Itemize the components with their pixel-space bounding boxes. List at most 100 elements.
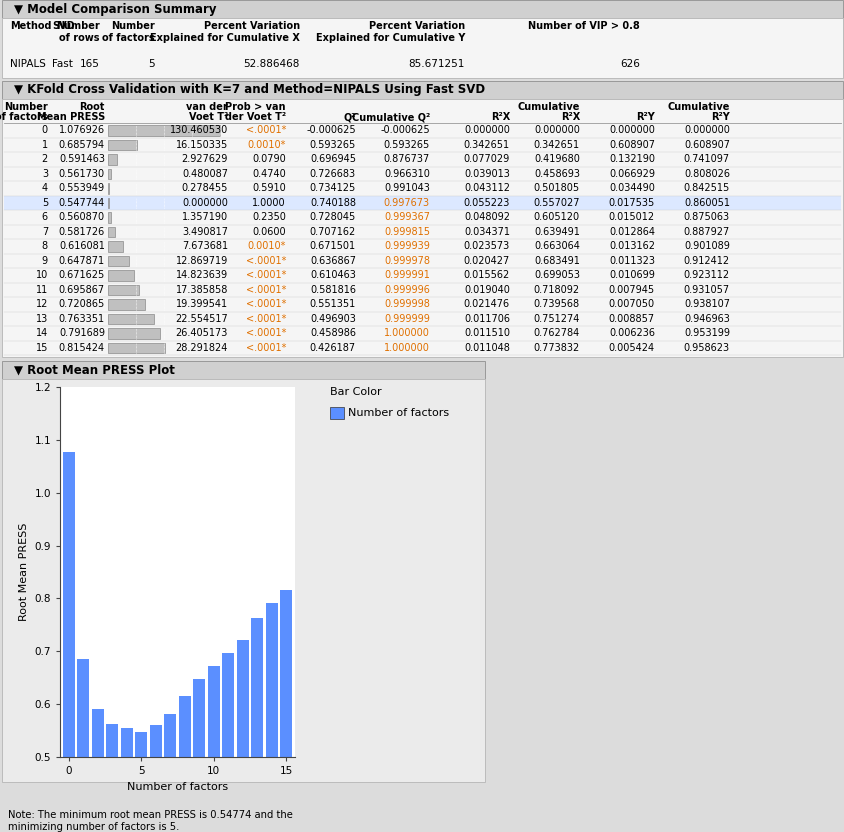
Text: Fast: Fast [52, 59, 73, 69]
Text: 0.887927: 0.887927 [683, 227, 729, 237]
Text: Percent Variation
Explained for Cumulative Y: Percent Variation Explained for Cumulati… [316, 21, 464, 43]
Text: 1: 1 [42, 140, 48, 150]
Text: der Voet T²: der Voet T² [225, 112, 285, 122]
Text: 0.740188: 0.740188 [310, 198, 355, 208]
Text: 0.426187: 0.426187 [310, 343, 355, 353]
Text: 0.999996: 0.999996 [384, 285, 430, 295]
Text: ▼ Model Comparison Summary: ▼ Model Comparison Summary [14, 2, 216, 16]
FancyBboxPatch shape [108, 285, 139, 295]
Text: 0.010699: 0.010699 [609, 270, 654, 280]
Text: Number: Number [4, 102, 48, 112]
Text: <.0001*: <.0001* [246, 300, 285, 310]
Text: Voet T²: Voet T² [188, 112, 228, 122]
Text: 0.671501: 0.671501 [310, 241, 355, 251]
Text: Number of VIP > 0.8: Number of VIP > 0.8 [528, 21, 639, 31]
Text: 0.019040: 0.019040 [463, 285, 510, 295]
Text: 0.4740: 0.4740 [252, 169, 285, 179]
Text: 0.762784: 0.762784 [533, 329, 579, 339]
Text: 3: 3 [42, 169, 48, 179]
Bar [78, 659, 89, 832]
Text: 0: 0 [42, 126, 48, 136]
Text: 0.605120: 0.605120 [533, 212, 579, 222]
FancyBboxPatch shape [108, 197, 109, 208]
Text: 130.460530: 130.460530 [170, 126, 228, 136]
Text: R²Y: R²Y [636, 112, 654, 122]
Text: 0.581816: 0.581816 [310, 285, 355, 295]
Bar [266, 603, 278, 832]
Text: 0.039013: 0.039013 [463, 169, 510, 179]
Text: 0.901089: 0.901089 [684, 241, 729, 251]
Text: 0.671625: 0.671625 [59, 270, 105, 280]
Text: 0.791689: 0.791689 [59, 329, 105, 339]
Text: 0.593265: 0.593265 [310, 140, 355, 150]
Text: 0.912412: 0.912412 [683, 255, 729, 265]
Bar [179, 696, 191, 832]
Text: 0.480087: 0.480087 [181, 169, 228, 179]
Text: Number of factors: Number of factors [348, 408, 449, 418]
FancyBboxPatch shape [2, 0, 842, 18]
Text: Percent Variation
Explained for Cumulative X: Percent Variation Explained for Cumulati… [150, 21, 300, 43]
Text: 0.458986: 0.458986 [310, 329, 355, 339]
Text: 0.734125: 0.734125 [310, 183, 355, 193]
FancyBboxPatch shape [108, 314, 154, 324]
FancyBboxPatch shape [108, 299, 144, 310]
Text: 0.557027: 0.557027 [533, 198, 579, 208]
Text: 7: 7 [41, 227, 48, 237]
Text: Method: Method [10, 21, 51, 31]
FancyBboxPatch shape [108, 140, 138, 150]
FancyBboxPatch shape [108, 270, 134, 280]
Text: 626: 626 [619, 59, 639, 69]
Text: ▼ Root Mean PRESS Plot: ▼ Root Mean PRESS Plot [14, 364, 175, 377]
Text: 0.419680: 0.419680 [533, 154, 579, 164]
Text: 0.938107: 0.938107 [683, 300, 729, 310]
Text: 0.999991: 0.999991 [384, 270, 430, 280]
Text: 0.593265: 0.593265 [383, 140, 430, 150]
FancyBboxPatch shape [2, 81, 842, 99]
Text: 0.015012: 0.015012 [609, 212, 654, 222]
Text: 0.608907: 0.608907 [683, 140, 729, 150]
FancyBboxPatch shape [2, 361, 484, 379]
Text: 0.5910: 0.5910 [252, 183, 285, 193]
FancyBboxPatch shape [108, 154, 117, 165]
Text: 0.751274: 0.751274 [533, 314, 579, 324]
FancyBboxPatch shape [4, 196, 840, 210]
Text: 0.0010*: 0.0010* [247, 140, 285, 150]
Text: 15: 15 [35, 343, 48, 353]
Text: 0.0600: 0.0600 [252, 227, 285, 237]
Text: 0.683491: 0.683491 [533, 255, 579, 265]
Text: 14: 14 [35, 329, 48, 339]
Text: 0.718092: 0.718092 [533, 285, 579, 295]
FancyBboxPatch shape [108, 169, 111, 179]
Text: 0.007945: 0.007945 [609, 285, 654, 295]
Text: 0.999815: 0.999815 [383, 227, 430, 237]
Text: 0.999939: 0.999939 [384, 241, 430, 251]
Text: ▼ KFold Cross Validation with K=7 and Method=NIPALS Using Fast SVD: ▼ KFold Cross Validation with K=7 and Me… [14, 83, 484, 97]
Text: 0.000000: 0.000000 [533, 126, 579, 136]
Text: 0.553949: 0.553949 [59, 183, 105, 193]
Text: 0.011048: 0.011048 [463, 343, 510, 353]
Text: 28.291824: 28.291824 [176, 343, 228, 353]
Text: 0.007050: 0.007050 [609, 300, 654, 310]
Text: 0.966310: 0.966310 [384, 169, 430, 179]
Text: 1.357190: 1.357190 [181, 212, 228, 222]
FancyBboxPatch shape [2, 379, 484, 782]
Text: 0.278455: 0.278455 [181, 183, 228, 193]
FancyBboxPatch shape [108, 212, 111, 222]
Text: 0.999999: 0.999999 [384, 314, 430, 324]
Text: 0.726683: 0.726683 [310, 169, 355, 179]
Text: SVD: SVD [52, 21, 74, 31]
Text: 0.000000: 0.000000 [182, 198, 228, 208]
FancyBboxPatch shape [330, 407, 344, 419]
FancyBboxPatch shape [108, 125, 219, 136]
Text: <.0001*: <.0001* [246, 343, 285, 353]
FancyBboxPatch shape [108, 241, 122, 251]
Text: 0.639491: 0.639491 [533, 227, 579, 237]
Text: Cumulative: Cumulative [667, 102, 729, 112]
Text: 0.647871: 0.647871 [59, 255, 105, 265]
Text: 0.610463: 0.610463 [310, 270, 355, 280]
Text: 0.958623: 0.958623 [683, 343, 729, 353]
Text: Number
of factors: Number of factors [102, 21, 154, 43]
Text: 11: 11 [35, 285, 48, 295]
FancyBboxPatch shape [108, 328, 160, 339]
Text: <.0001*: <.0001* [246, 255, 285, 265]
